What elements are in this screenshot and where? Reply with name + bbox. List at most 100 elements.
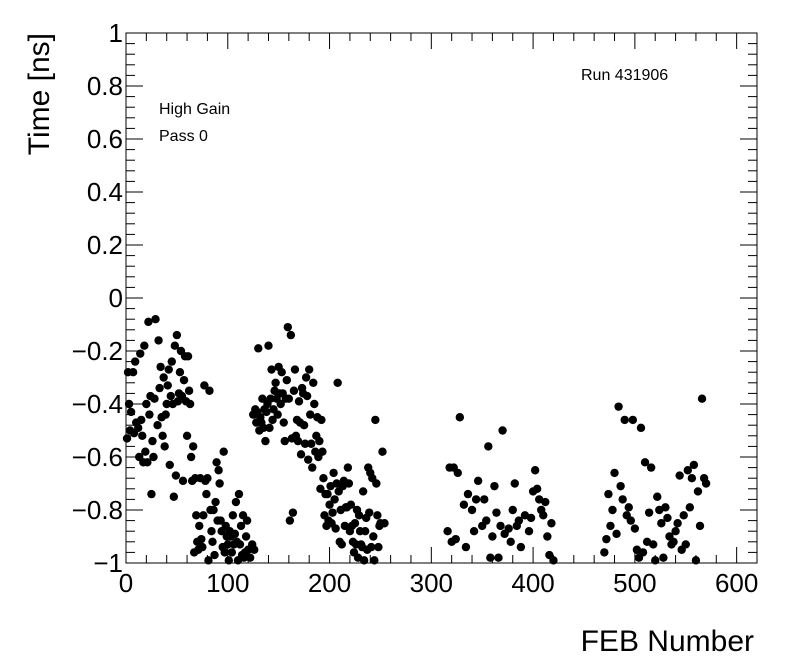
data-point	[687, 474, 697, 483]
data-point	[156, 362, 165, 372]
data-point	[628, 415, 638, 425]
data-point	[646, 463, 656, 472]
data-point	[301, 373, 311, 382]
y-tick-label: −0.2	[72, 336, 123, 366]
data-point	[186, 452, 196, 462]
data-points-layer	[122, 315, 711, 565]
data-point	[161, 410, 170, 419]
data-point	[234, 489, 244, 499]
data-point	[235, 540, 245, 549]
data-point	[638, 548, 648, 557]
data-point	[261, 436, 270, 446]
data-point	[293, 436, 303, 446]
data-point	[494, 553, 503, 562]
data-point	[624, 503, 633, 512]
data-point	[604, 489, 613, 499]
data-point	[282, 375, 292, 385]
data-point	[675, 471, 684, 480]
data-point	[508, 505, 517, 515]
data-point	[162, 399, 171, 409]
data-point	[547, 519, 556, 528]
data-point	[451, 534, 460, 544]
data-point	[373, 511, 382, 520]
data-point	[459, 500, 469, 509]
data-point	[265, 423, 274, 433]
y-axis-title: Time [ns]	[23, 33, 56, 155]
data-point	[486, 553, 495, 562]
data-point	[126, 407, 136, 417]
data-point	[154, 336, 163, 345]
data-point	[640, 458, 650, 467]
x-tick-label: 300	[410, 568, 453, 598]
axis-tick-labels-layer: −1 −0.8 −0.6 −0.4 −0.2 0 0.2 0.4 0.6 0.8 1 0 100 200 3…	[72, 18, 759, 598]
data-point	[211, 497, 220, 507]
y-tick-label: 0.6	[87, 124, 123, 154]
data-point	[122, 434, 132, 443]
data-point	[200, 381, 209, 390]
data-point	[467, 505, 477, 515]
data-point	[354, 511, 364, 520]
data-point	[302, 391, 312, 401]
data-point	[198, 542, 207, 552]
data-point	[184, 386, 194, 395]
data-point	[367, 542, 376, 552]
data-point	[143, 458, 152, 467]
data-point	[286, 330, 296, 340]
data-point	[250, 545, 259, 554]
data-point	[671, 527, 680, 536]
data-point	[330, 495, 339, 504]
data-point	[230, 529, 240, 539]
data-point	[636, 423, 646, 433]
data-point	[333, 378, 342, 387]
y-tick-label: 0.2	[87, 230, 123, 260]
data-point	[203, 474, 212, 483]
run-number-annotation: Run 431906	[581, 67, 668, 84]
data-point	[484, 442, 493, 451]
data-point	[145, 410, 154, 419]
data-point	[350, 519, 360, 528]
data-point	[344, 479, 354, 488]
data-point	[461, 542, 471, 552]
data-point	[309, 378, 318, 387]
data-point	[207, 527, 216, 536]
data-point	[506, 537, 515, 546]
data-point	[242, 516, 252, 525]
data-point	[600, 548, 609, 557]
data-point	[308, 463, 317, 472]
data-point	[254, 344, 263, 353]
data-point	[179, 375, 189, 385]
data-point	[167, 357, 176, 366]
data-point	[151, 315, 160, 324]
data-point	[331, 524, 340, 533]
data-point	[130, 357, 140, 366]
data-point	[236, 521, 246, 531]
data-point	[679, 511, 688, 520]
data-point	[685, 503, 695, 512]
data-point	[370, 556, 379, 565]
data-point	[310, 399, 319, 409]
data-point	[220, 548, 229, 557]
data-point	[455, 413, 465, 422]
data-point	[524, 527, 534, 536]
data-point	[359, 556, 369, 565]
data-point	[620, 415, 629, 425]
data-point	[608, 505, 617, 515]
data-point	[289, 386, 299, 395]
data-point	[539, 511, 548, 520]
data-point	[163, 381, 172, 390]
data-point	[614, 402, 623, 411]
data-point	[659, 553, 668, 562]
data-point	[480, 495, 489, 504]
data-point	[360, 527, 370, 536]
data-point	[490, 481, 499, 491]
data-point	[300, 439, 310, 448]
data-point	[541, 497, 550, 507]
data-point	[224, 556, 233, 565]
data-point	[365, 508, 374, 517]
data-point	[516, 542, 526, 552]
data-point	[185, 399, 195, 409]
x-tick-label: 500	[613, 568, 656, 598]
data-point	[306, 410, 315, 419]
data-point	[325, 500, 334, 509]
data-point	[214, 466, 223, 475]
